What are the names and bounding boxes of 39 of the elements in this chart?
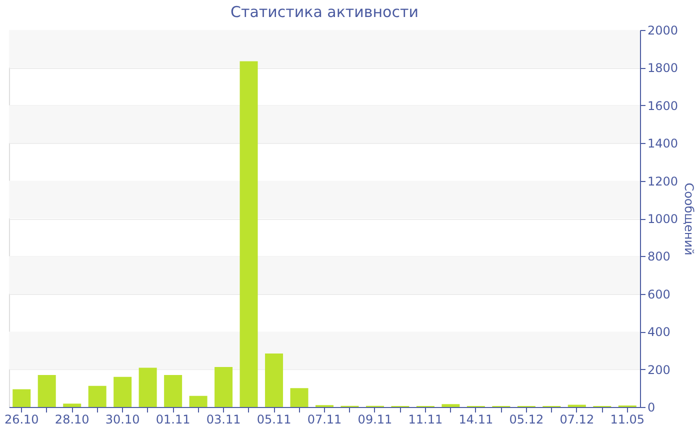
x-tick-label: 14.11: [458, 412, 494, 426]
x-tick-label: 11.05: [610, 412, 645, 426]
y-tick-label: 1400: [648, 136, 678, 151]
bar: [290, 388, 308, 407]
y-tick-label: 0: [648, 400, 656, 414]
chart-title: Статистика активности: [230, 3, 418, 21]
bar: [38, 374, 56, 407]
bar: [63, 404, 82, 407]
bar: [114, 376, 132, 407]
bar: [12, 389, 31, 407]
bar: [214, 367, 233, 407]
bar: [189, 396, 208, 407]
y-tick-label: 1000: [648, 212, 678, 226]
bar: [138, 368, 157, 407]
x-tick-label: 07.12: [560, 412, 594, 426]
y-tick-label: 600: [648, 287, 670, 302]
bar: [164, 374, 182, 407]
bar: [442, 404, 460, 407]
x-tick-label: 07.11: [307, 412, 342, 426]
y-tick-label: 800: [648, 250, 670, 264]
x-tick-label: 26.10: [4, 412, 39, 426]
x-tick-label: 30.10: [105, 412, 140, 426]
bar: [265, 353, 284, 407]
y-tick-label: 1200: [648, 174, 678, 188]
y-tick-label: 1600: [648, 98, 678, 113]
bar: [88, 386, 106, 407]
bar: [240, 61, 258, 407]
y-tick-label: 200: [648, 362, 670, 377]
x-tick-label: 03.11: [206, 412, 241, 426]
x-tick-label: 05.11: [256, 412, 292, 426]
y-tick-label: 400: [648, 325, 670, 340]
x-tick-label: 09.11: [358, 412, 392, 426]
y-tick-label: 2000: [648, 24, 678, 38]
y-axis-title: Сообщений: [682, 182, 696, 256]
x-tick-label: 05.12: [509, 412, 544, 426]
x-tick-label: 11.11: [408, 412, 443, 426]
x-tick-label: 01.11: [156, 412, 190, 426]
x-tick-label: 28.10: [54, 412, 90, 426]
y-tick-label: 1800: [648, 61, 678, 76]
